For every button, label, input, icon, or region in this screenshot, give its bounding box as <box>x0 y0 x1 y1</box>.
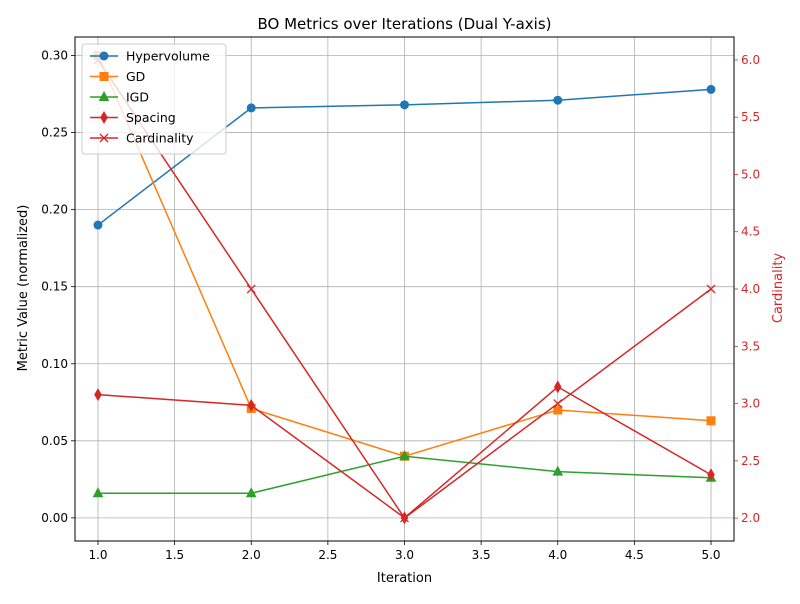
data-point-cardinality <box>706 284 716 294</box>
y-tick-label: 0.05 <box>41 434 68 448</box>
data-point-cardinality <box>246 284 256 294</box>
data-point-igd <box>245 487 257 498</box>
data-point-hypervolume <box>553 95 563 105</box>
data-point-igd <box>92 487 104 498</box>
data-point-hypervolume <box>706 84 716 94</box>
x-tick-label: 3.0 <box>395 548 414 562</box>
data-point-gd <box>553 405 563 415</box>
series-igd <box>92 450 717 498</box>
legend-item-spacing: Spacing <box>90 110 176 125</box>
y2-tick-label: 2.0 <box>741 511 760 525</box>
y-axis-label: Metric Value (normalized) <box>16 205 31 372</box>
data-point-igd <box>399 450 410 461</box>
chart-title: BO Metrics over Iterations (Dual Y-axis) <box>258 15 552 33</box>
y2-tick-label: 3.0 <box>741 397 760 411</box>
x-tick-label: 4.0 <box>548 548 567 562</box>
y2-tick-label: 6.0 <box>741 53 760 67</box>
legend-swatch-marker <box>100 111 108 124</box>
y-tick-label: 0.20 <box>41 203 68 217</box>
axes: 1.0 1.5 2.0 2.5 3.0 3.5 4.0 4.5 5.0 0.00 0.05 0.10 0… <box>41 48 760 562</box>
data-point-spacing <box>553 380 562 394</box>
x-tick-label: 3.5 <box>472 548 491 562</box>
data-point-cardinality <box>553 399 563 409</box>
y-tick-label: 0.15 <box>41 280 68 294</box>
x-tick-label: 2.5 <box>318 548 337 562</box>
legend-swatch-marker <box>99 133 109 143</box>
legend-label: IGD <box>126 90 149 105</box>
legend-item-gd: GD <box>90 69 145 84</box>
right-y-axis-label: Cardinality <box>771 253 786 324</box>
legend-label: Spacing <box>126 110 176 125</box>
y2-tick-label: 2.5 <box>741 454 760 468</box>
legend-item-hypervolume: Hypervolume <box>90 49 210 64</box>
legend-item-igd: IGD <box>90 90 149 105</box>
x-tick-label: 1.5 <box>165 548 184 562</box>
legend-label: Cardinality <box>126 131 194 146</box>
data-point-hypervolume <box>246 103 256 113</box>
data-point-gd <box>706 416 716 426</box>
legend-label: GD <box>126 69 145 84</box>
data-point-igd <box>552 465 564 476</box>
y2-tick-label: 5.0 <box>741 167 760 181</box>
y-tick-label: 0.25 <box>41 126 68 140</box>
legend-swatch-marker <box>99 72 109 81</box>
data-point-cardinality <box>400 513 409 523</box>
legend-swatch-marker <box>99 51 109 61</box>
legend-item-cardinality: Cardinality <box>90 131 194 146</box>
y-tick-label: 0.30 <box>41 48 68 62</box>
x-tick-label: 4.5 <box>625 548 644 562</box>
legend: Hypervolume GD IGD Spacing Cardinality <box>81 43 227 155</box>
legend-swatch-marker <box>98 90 110 101</box>
y2-tick-label: 5.5 <box>741 110 760 124</box>
x-tick-label: 2.0 <box>242 548 261 562</box>
data-point-hypervolume <box>93 220 103 230</box>
x-tick-label: 1.0 <box>88 548 107 562</box>
data-point-hypervolume <box>400 100 409 110</box>
y-tick-label: 0.10 <box>41 357 68 371</box>
data-point-spacing <box>247 398 256 412</box>
y2-tick-label: 3.5 <box>741 339 760 353</box>
series-lines <box>92 50 717 525</box>
y-tick-label: 0.00 <box>41 511 68 525</box>
data-point-spacing <box>94 388 102 402</box>
x-axis-label: Iteration <box>377 571 432 586</box>
data-point-spacing <box>707 468 715 482</box>
legend-label: Hypervolume <box>126 49 210 64</box>
y2-tick-label: 4.0 <box>741 282 760 296</box>
legend-box <box>81 43 227 155</box>
y2-tick-label: 4.5 <box>741 225 760 239</box>
x-tick-label: 5.0 <box>701 548 720 562</box>
